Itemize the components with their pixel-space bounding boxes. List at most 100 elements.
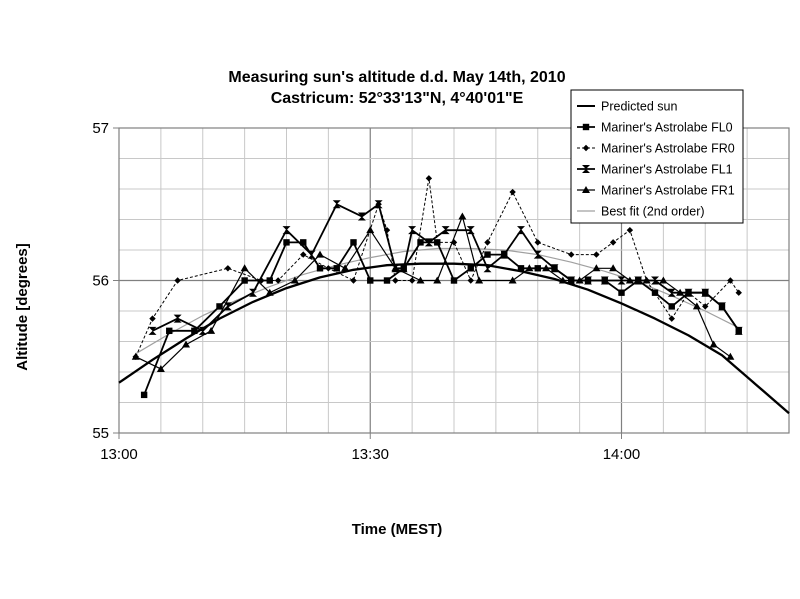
data-point — [458, 212, 467, 220]
x-tick-label: 13:00 — [100, 446, 138, 463]
data-point — [567, 276, 576, 285]
legend-label: Mariner's Astrolabe FR1 — [601, 184, 735, 198]
data-point — [424, 238, 433, 247]
data-point — [174, 277, 181, 284]
data-point — [634, 276, 643, 285]
data-point — [240, 264, 249, 272]
data-point — [550, 264, 559, 273]
data-point — [651, 276, 659, 285]
legend-marker — [582, 123, 590, 131]
data-point — [283, 239, 290, 246]
data-point — [367, 277, 374, 284]
x-axis-title: Time (MEST) — [352, 521, 443, 538]
data-point — [241, 277, 248, 284]
data-point — [517, 226, 525, 235]
data-point — [140, 391, 148, 399]
data-point — [727, 277, 734, 284]
data-point — [300, 251, 307, 258]
data-point — [592, 264, 601, 272]
data-point — [149, 315, 156, 322]
y-axis-title: Altitude [degrees] — [14, 243, 31, 371]
data-point — [659, 276, 668, 284]
data-point — [533, 250, 542, 259]
data-point — [584, 276, 592, 285]
data-point — [558, 276, 567, 284]
series-4 — [131, 212, 735, 372]
series-0 — [118, 262, 790, 415]
data-point — [300, 239, 307, 246]
series-layer — [118, 175, 790, 415]
legend-label: Best fit (2nd order) — [601, 205, 705, 219]
data-point — [534, 265, 541, 272]
legend-entry: Mariner's Astrolabe FR0 — [577, 142, 735, 156]
data-point — [274, 277, 282, 284]
data-point — [374, 200, 383, 209]
data-point — [266, 277, 273, 284]
data-point — [191, 327, 198, 335]
chart-title: Measuring sun's altitude d.d. May 14th, … — [228, 69, 565, 86]
data-point — [391, 264, 400, 273]
data-point — [618, 289, 625, 296]
data-point — [484, 251, 491, 258]
data-point — [416, 276, 425, 284]
y-tick-label: 57 — [92, 120, 109, 137]
data-point — [450, 277, 458, 284]
data-point — [667, 288, 676, 297]
data-point — [517, 265, 525, 272]
data-point — [466, 226, 475, 235]
series-line — [143, 241, 740, 396]
data-point — [609, 239, 617, 246]
data-point — [332, 200, 341, 209]
tick-labels: 13:00 13:30 14:00 55 56 57 — [92, 120, 640, 463]
data-point — [173, 314, 182, 323]
legend-label: Mariner's Astrolabe FL1 — [601, 163, 733, 177]
data-point — [224, 265, 232, 272]
data-point — [668, 315, 675, 322]
data-point — [366, 226, 375, 234]
data-point — [702, 303, 709, 310]
legend-entry: Mariner's Astrolabe FL0 — [577, 121, 733, 135]
data-point — [626, 226, 634, 234]
data-point — [182, 340, 190, 348]
data-point — [483, 264, 492, 273]
legend-marker — [582, 186, 590, 193]
data-point — [131, 352, 140, 360]
legend: Predicted sun Mariner's Astrolabe FL0 Mari… — [570, 89, 744, 224]
data-point — [434, 239, 441, 246]
data-point — [357, 212, 366, 221]
data-point — [692, 302, 701, 310]
legend-entry: Mariner's Astrolabe FL1 — [577, 163, 733, 177]
data-point — [316, 250, 324, 258]
legend-marker — [582, 165, 590, 173]
data-point — [408, 226, 417, 235]
data-point — [734, 326, 743, 335]
data-point — [166, 327, 173, 335]
legend-entry: Mariner's Astrolabe FR1 — [577, 184, 735, 198]
data-point — [148, 326, 157, 335]
data-point — [223, 302, 232, 311]
data-point — [600, 276, 609, 285]
y-tick-label: 55 — [92, 425, 109, 442]
data-point — [249, 288, 257, 297]
data-point — [441, 226, 450, 235]
data-point — [450, 239, 458, 246]
series-line — [135, 177, 740, 358]
data-point — [709, 340, 718, 348]
data-point — [735, 289, 742, 296]
data-point — [198, 326, 207, 335]
data-point — [668, 303, 675, 310]
legend-label: Predicted sun — [601, 100, 677, 114]
data-point — [726, 352, 735, 360]
data-point — [467, 265, 474, 272]
data-point — [593, 251, 600, 258]
data-point — [290, 276, 299, 284]
data-point — [484, 239, 491, 246]
data-point — [609, 264, 618, 272]
legend-marker — [582, 144, 590, 152]
data-point — [508, 276, 517, 284]
series-3 — [148, 200, 743, 335]
data-point — [333, 265, 340, 272]
series-line — [118, 262, 790, 415]
data-point — [425, 175, 433, 182]
data-point — [718, 302, 726, 311]
